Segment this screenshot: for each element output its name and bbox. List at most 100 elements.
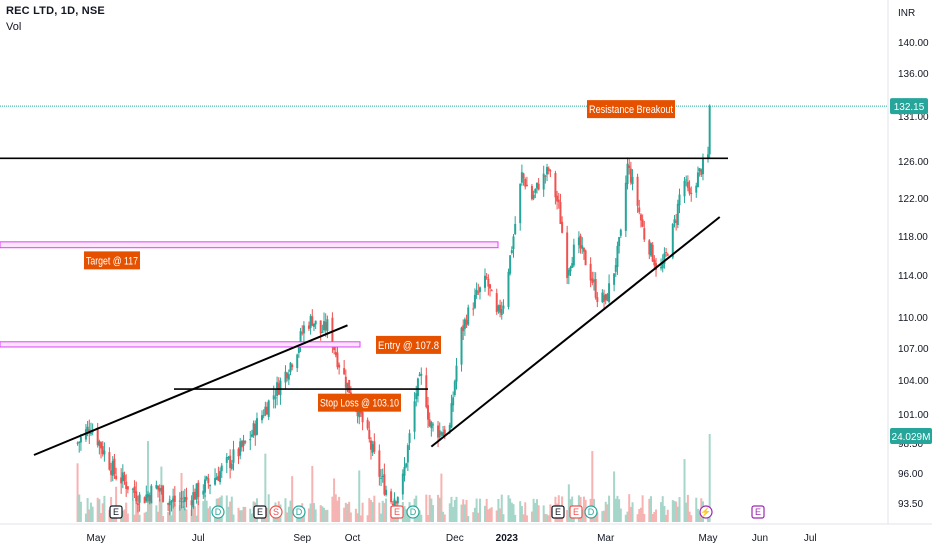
event-marker[interactable] [211,505,225,519]
candle [217,475,220,481]
volume-bar [675,501,678,522]
volume-bar [148,499,151,522]
symbol-title[interactable]: REC LTD, 1D, NSE [6,5,105,17]
volume-bar [193,506,196,522]
candle [556,195,559,202]
event-marker-label: S [273,507,279,517]
event-marker[interactable] [569,505,583,519]
candle [380,477,383,479]
event-marker[interactable] [584,505,598,519]
candle [624,182,627,231]
time-tick-label: Jun [752,533,768,544]
entry-zone [0,341,361,348]
volume-indicator-label[interactable]: Vol [6,21,22,33]
time-axis[interactable]: May Jul Sep Oct Dec 2023 Mar May Jun Jul [0,523,932,544]
event-marker[interactable] [109,505,123,519]
volume-bar [520,505,523,522]
volume-bar [78,494,81,522]
event-marker[interactable] [551,505,565,519]
resistance-breakout-label: Resistance Breakout [589,104,673,116]
volume-bar [239,510,242,522]
candle [207,478,210,484]
candle [279,380,282,396]
candle [512,236,515,250]
volume-bar [416,515,419,522]
candle [428,419,431,427]
time-tick-label: May [87,533,106,544]
candle [403,466,406,476]
volume-bar [284,498,287,522]
volume-bar [420,514,423,522]
volume-bar [378,502,381,522]
candle [150,485,153,504]
event-marker[interactable] [253,505,267,519]
volume-bar [366,515,369,522]
stop-loss-label-box [318,393,401,412]
volume-bar [123,509,126,522]
candle [312,323,315,327]
price-tick-label: 118.00 [898,232,928,243]
candle [696,172,699,188]
candle [205,476,208,479]
event-marker[interactable] [406,505,420,519]
volume-bar [475,498,478,522]
candle [591,278,594,283]
candle [463,319,466,329]
candle [676,203,679,225]
price-tick-label: 114.00 [898,271,928,282]
volume-bar [358,470,361,522]
candle [286,373,289,379]
volume-bar [500,494,503,522]
event-marker[interactable] [292,505,306,519]
price-axis[interactable]: INR 140.00 136.00 131.00 126.00 122.00 118.00 1… [887,0,932,524]
candle [219,471,222,483]
volume-bar [138,514,141,522]
volume-bar [596,512,599,522]
event-marker[interactable] [390,505,404,519]
event-marker[interactable] [269,505,283,519]
candle [197,482,200,498]
event-marker[interactable] [699,505,713,519]
volume-bar [240,510,243,522]
candle [157,485,160,490]
volume-bar [91,506,94,522]
candle [418,374,421,376]
candle [220,465,223,472]
volume-bar [686,494,689,522]
volume-bar [331,496,334,522]
volume-bar [530,511,533,522]
volume-bar [244,506,247,522]
volume-bar [651,514,654,522]
candle [254,423,257,436]
candle [214,478,217,485]
candle [507,271,510,307]
volume-bar [549,504,552,522]
candle [546,167,549,175]
candle [173,495,176,503]
volume-bar [567,484,570,522]
candle [297,345,300,353]
candle [489,284,492,289]
candle [643,228,646,240]
volume-bar [380,513,383,522]
volume-bar [225,495,228,522]
volume-bar [286,512,289,522]
candle [183,496,186,502]
resistance-breakout-label-box [587,100,675,119]
volume-bar [309,503,312,522]
candle [544,175,547,177]
volume-bar [266,507,269,522]
volume-bar [143,512,146,522]
event-marker-label: E [573,507,579,517]
candle [167,503,170,505]
event-marker[interactable] [751,505,765,519]
volume-bar [182,506,185,522]
candle [237,448,240,457]
candle [89,432,92,435]
volume-bar [371,502,374,522]
volume-bar [683,459,686,522]
candle [262,415,265,417]
candle [438,430,441,438]
candle [440,432,443,435]
